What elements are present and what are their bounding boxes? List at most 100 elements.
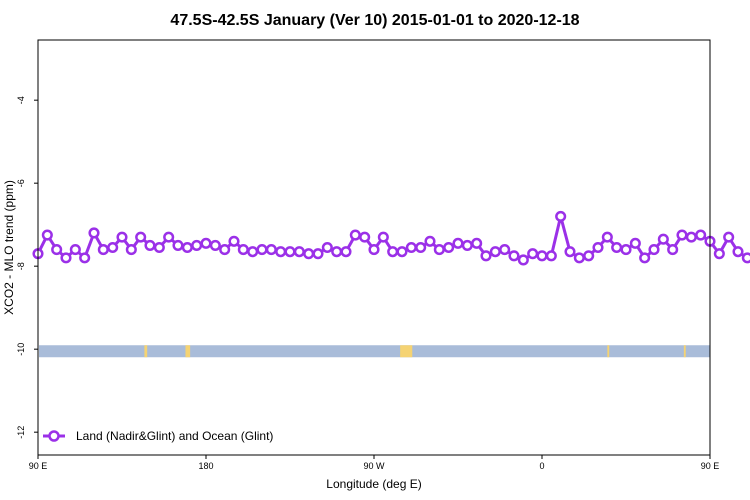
y-tick-label: -6 (16, 179, 26, 187)
data-point (107, 241, 119, 254)
y-axis-label: XCO2 - MLO trend (ppm) (2, 180, 16, 315)
data-point (135, 231, 147, 243)
land-segment (400, 345, 413, 358)
data-point (321, 241, 333, 254)
data-point (424, 235, 436, 247)
data-point (79, 252, 91, 264)
data-point (125, 244, 137, 256)
data-point (639, 252, 651, 264)
land-segment (144, 345, 148, 358)
legend-marker (48, 430, 60, 442)
data-point (620, 244, 632, 256)
data-point (508, 250, 520, 262)
data-point (629, 237, 641, 249)
data-point (69, 244, 81, 256)
data-point (573, 252, 585, 264)
data-point (116, 231, 128, 243)
data-point (219, 244, 231, 256)
data-point (387, 246, 399, 258)
data-point (191, 239, 203, 251)
data-point (527, 248, 539, 260)
data-point (443, 241, 455, 254)
data-point (685, 231, 697, 243)
data-point (228, 235, 240, 247)
data-point (51, 244, 63, 256)
data-point (163, 231, 175, 243)
data-point (237, 244, 249, 256)
land-segment (607, 345, 610, 358)
data-point (601, 231, 613, 243)
data-point (452, 237, 464, 249)
data-point (405, 241, 417, 254)
legend: Land (Nadir&Glint) and Ocean (Glint) (43, 429, 273, 443)
data-point (60, 252, 72, 264)
x-tick-label: 0 (539, 461, 544, 471)
surface-type-bar (39, 345, 710, 358)
x-tick-label: 90 E (29, 461, 48, 471)
data-point (265, 244, 277, 256)
y-tick-label: -12 (16, 426, 26, 439)
y-tick-label: -4 (16, 96, 26, 104)
data-point (396, 246, 408, 258)
data-point (284, 246, 296, 258)
land-segment (185, 345, 191, 358)
data-point (153, 241, 165, 254)
data-point (583, 250, 595, 262)
data-point (275, 246, 287, 258)
data-point (713, 248, 725, 260)
data-point (331, 246, 343, 258)
data-point (741, 252, 750, 264)
data-point (377, 231, 389, 243)
data-point (340, 246, 352, 258)
data-point (536, 250, 548, 262)
data-point (209, 239, 221, 251)
chart-title: 47.5S-42.5S January (Ver 10) 2015-01-01 … (170, 12, 579, 29)
data-point (517, 254, 529, 266)
x-axis-label: Longitude (deg E) (326, 477, 421, 491)
data-point (415, 241, 427, 254)
data-point (200, 237, 212, 249)
x-tick-label: 180 (198, 461, 213, 471)
data-point (256, 244, 268, 256)
data-point (564, 246, 576, 258)
data-point (611, 241, 623, 254)
data-point (648, 244, 660, 256)
land-segment (683, 345, 686, 358)
data-point (97, 244, 109, 256)
data-point (349, 229, 361, 241)
x-tick-label: 90 E (701, 461, 720, 471)
data-point (592, 241, 604, 254)
data-point (480, 250, 492, 262)
data-point (489, 246, 501, 258)
data-point (368, 244, 380, 256)
data-point (172, 239, 184, 251)
data-point (471, 237, 483, 249)
data-point (144, 239, 156, 251)
data-point (657, 233, 669, 245)
y-tick-label: -8 (16, 262, 26, 270)
data-point (359, 231, 371, 243)
data-point (676, 229, 688, 241)
x-tick-label: 90 W (363, 461, 385, 471)
series-layer (32, 210, 750, 266)
data-point (312, 248, 324, 260)
data-point (499, 244, 511, 256)
data-point (723, 231, 735, 243)
data-point (303, 248, 315, 260)
y-tick-label: -10 (16, 343, 26, 356)
data-point (461, 239, 473, 251)
data-point (667, 244, 679, 256)
data-point (695, 229, 707, 241)
data-point (41, 229, 53, 241)
legend-entry-label: Land (Nadir&Glint) and Ocean (Glint) (76, 429, 273, 443)
data-point (433, 244, 445, 256)
y-axis: -4 -6 -8 -10 -12 (16, 96, 38, 439)
ocean-band (39, 345, 710, 358)
data-point (181, 241, 193, 254)
data-point (293, 246, 305, 258)
data-point (247, 246, 259, 258)
data-point (555, 210, 567, 222)
data-point (545, 250, 557, 262)
